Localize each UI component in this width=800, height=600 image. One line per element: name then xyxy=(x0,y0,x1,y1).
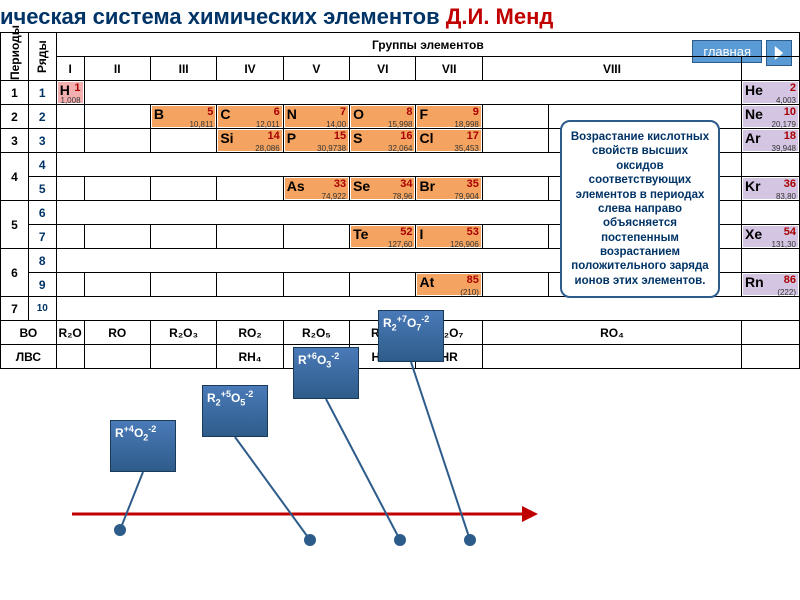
element-At: At85(210)Астат xyxy=(416,273,482,297)
row-5: 5 xyxy=(28,177,56,201)
group-4: IV xyxy=(217,57,283,81)
vo-label: ВО xyxy=(1,321,57,345)
group-8: VIII xyxy=(482,57,741,81)
oxide-box-1: R2+5O5-2 xyxy=(202,385,268,437)
group-5: V xyxy=(283,57,349,81)
oxide-box-0: R+4O2-2 xyxy=(110,420,176,472)
period-2: 2 xyxy=(1,105,29,129)
row-10: 10 xyxy=(28,297,56,321)
period-6: 6 xyxy=(1,249,29,297)
lvs-label: ЛВС xyxy=(1,345,57,369)
periods-vlabel: Периоды xyxy=(1,33,29,81)
element-H: H11,008Водород xyxy=(56,81,84,105)
element-F: F918,998Фтор xyxy=(416,105,482,129)
formula-r2o5: R₂O₅ xyxy=(283,321,349,345)
element-Ne: Ne1020,179Неон xyxy=(742,105,800,129)
formula-ro4: RO₄ xyxy=(482,321,741,345)
row-2: 2 xyxy=(28,105,56,129)
row-4: 4 xyxy=(28,153,56,177)
row-1: 1 xyxy=(28,81,56,105)
formula-ro: RO xyxy=(84,321,150,345)
element-Kr: Kr3683,80Криптон xyxy=(742,177,800,201)
element-As: As3374,922Мышьяк xyxy=(283,177,349,201)
row-9: 9 xyxy=(28,273,56,297)
oxide-box-2: R+6O3-2 xyxy=(293,347,359,399)
element-Ar: Ar1839,948Аргон xyxy=(742,129,800,153)
period-5: 5 xyxy=(1,201,29,249)
groups-header: Группы элементов xyxy=(56,33,799,57)
element-P: P1530,9738Фосфор xyxy=(283,129,349,153)
element-B: B510,811Бор xyxy=(150,105,216,129)
element-I: I53126,906Иод xyxy=(416,225,482,249)
period-3: 3 xyxy=(1,129,29,153)
trend-arrow-icon xyxy=(72,506,542,526)
rows-vlabel: Ряды xyxy=(28,33,56,81)
element-Cl: Cl1735,453Хлор xyxy=(416,129,482,153)
formula-ro2: RO₂ xyxy=(217,321,283,345)
element-He: He24,003Гелий xyxy=(742,81,800,105)
row-7: 7 xyxy=(28,225,56,249)
oxide-box-3: R2+7O7-2 xyxy=(378,310,444,362)
group-blank xyxy=(742,57,800,81)
formula-rh4: RH₄ xyxy=(217,345,283,369)
element-Br: Br3579,904Бром xyxy=(416,177,482,201)
group-3: III xyxy=(150,57,216,81)
page-title: ическая система химических элементов Д.И… xyxy=(0,0,800,32)
row-6: 6 xyxy=(28,201,56,225)
element-Si: Si1428,086Кремний xyxy=(217,129,283,153)
period-1: 1 xyxy=(1,81,29,105)
element-Rn: Rn86(222)Радон xyxy=(742,273,800,297)
element-Se: Se3478,96Селен xyxy=(350,177,416,201)
group-6: VI xyxy=(350,57,416,81)
group-7: VII xyxy=(416,57,482,81)
formula-r2o: R₂O xyxy=(56,321,84,345)
element-N: N714,00Азот xyxy=(283,105,349,129)
title-text: ическая система химических элементов xyxy=(0,4,446,29)
element-O: O815,998Кислород xyxy=(350,105,416,129)
element-C: C612,011Углерод xyxy=(217,105,283,129)
title-author: Д.И. Менд xyxy=(446,4,554,29)
period-4: 4 xyxy=(1,153,29,201)
group-1: I xyxy=(56,57,84,81)
period-7: 7 xyxy=(1,297,29,321)
formula-r2o3: R₂O₃ xyxy=(150,321,216,345)
row-8: 8 xyxy=(28,249,56,273)
element-S: S1632,064Сера xyxy=(350,129,416,153)
explanation-callout: Возрастание кислотных свойств высших окс… xyxy=(560,120,720,298)
element-Xe: Xe54131,30Ксенон xyxy=(742,225,800,249)
group-2: II xyxy=(84,57,150,81)
row-3: 3 xyxy=(28,129,56,153)
element-Te: Te52127,60Теллур xyxy=(350,225,416,249)
